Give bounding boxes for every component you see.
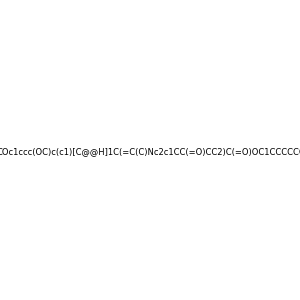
Text: COc1ccc(OC)c(c1)[C@@H]1C(=C(C)Nc2c1CC(=O)CC2)C(=O)OC1CCCCCC1: COc1ccc(OC)c(c1)[C@@H]1C(=C(C)Nc2c1CC(=O… (0, 147, 300, 156)
